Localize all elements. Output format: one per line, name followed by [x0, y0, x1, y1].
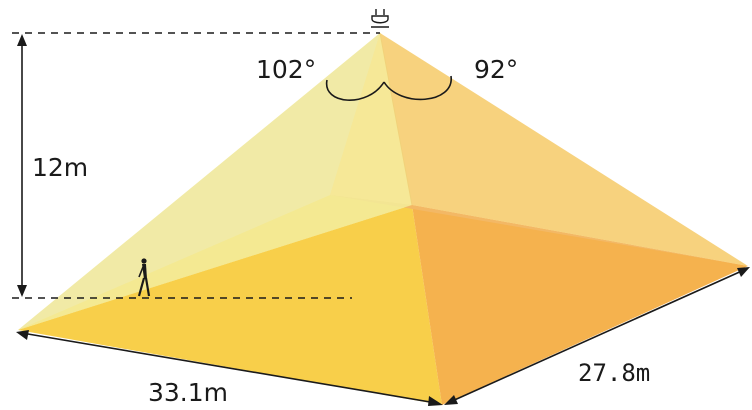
cone-face-front-left — [18, 33, 380, 330]
detection-cone — [18, 32, 748, 330]
height-arrow-head-top — [17, 34, 27, 46]
mounting-height-label: 12m — [32, 153, 88, 182]
angle-right-label: 92° — [474, 55, 518, 84]
width-label: 33.1m — [148, 378, 228, 407]
angle-arc-right — [383, 75, 452, 101]
walking-person-icon — [137, 258, 151, 297]
height-arrow-head-bottom — [17, 285, 27, 297]
width-arrow-head-left — [16, 330, 29, 340]
cone-edge — [379, 32, 413, 206]
width-arrow-head-right — [428, 396, 443, 406]
depth-label: 27.8m — [578, 359, 650, 387]
cone-face-right — [380, 33, 748, 266]
floor-facet-left — [18, 205, 442, 405]
angle-arcs — [326, 75, 452, 101]
angle-left-label: 102° — [256, 55, 316, 84]
width-dimension-line — [21, 332, 437, 404]
angle-arc-left — [326, 79, 385, 101]
ceiling-sensor-icon — [371, 9, 389, 28]
depth-arrow-head-left — [444, 395, 458, 405]
depth-dimension-line — [449, 269, 745, 403]
cone-face-front-right — [330, 33, 412, 205]
height-arrow — [17, 34, 27, 297]
floor-facet-right — [412, 205, 748, 405]
height-guides — [12, 32, 380, 299]
depth-arrow-head-right — [737, 267, 750, 277]
floor-facet-back-right — [330, 195, 748, 266]
dimension-arrows — [16, 267, 750, 406]
